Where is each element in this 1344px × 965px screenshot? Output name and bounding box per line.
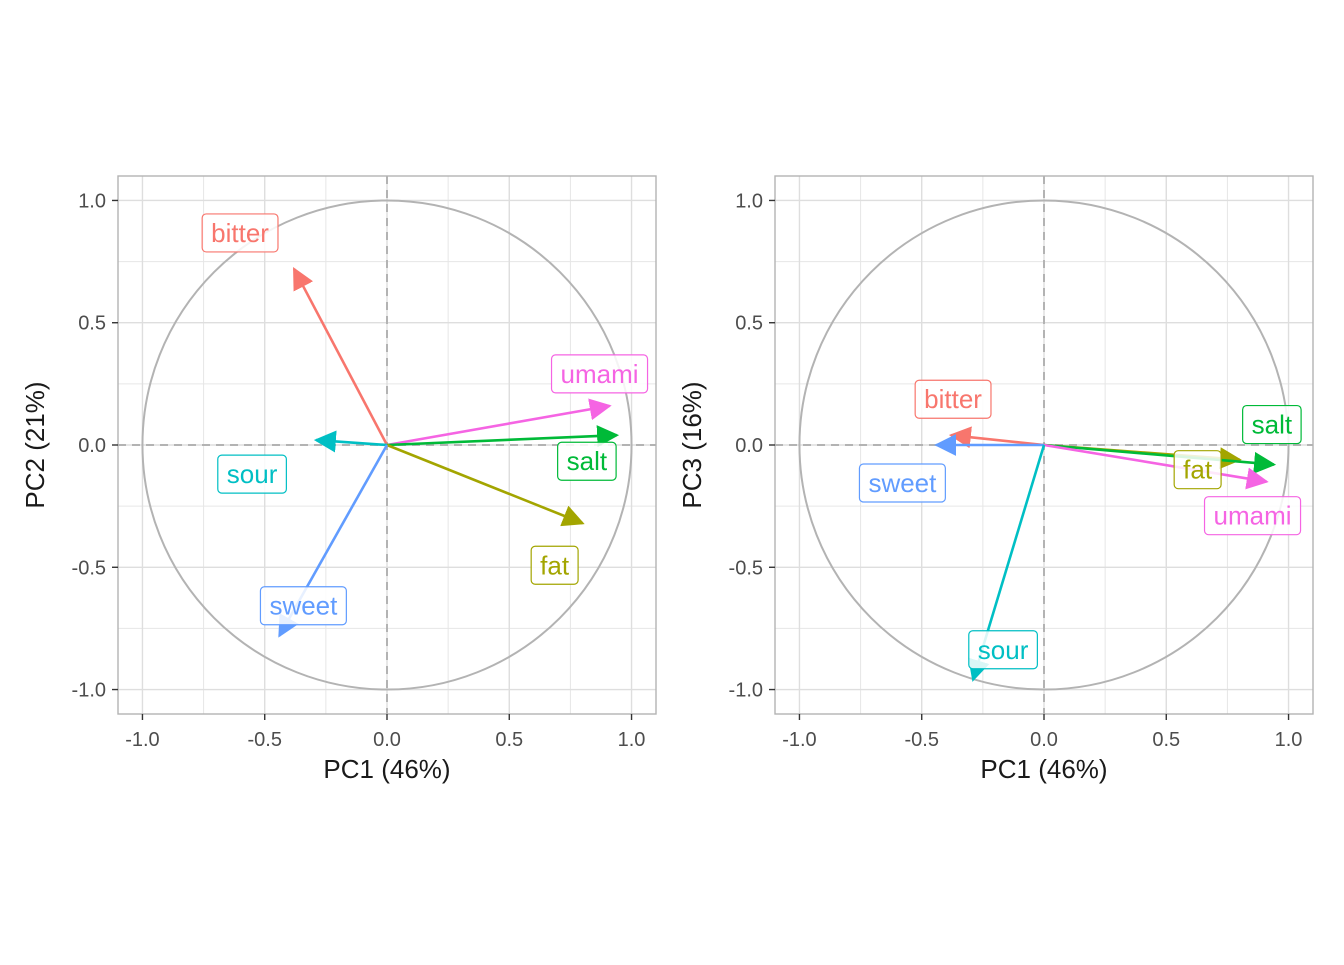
y-tick-label: 0.0 [78, 435, 106, 457]
label-text-salt: salt [567, 446, 608, 476]
y-tick-label: 0.0 [735, 435, 763, 457]
label-box [201, 213, 279, 253]
arrow-salt [1043, 443, 1277, 474]
label-text-sweet: sweet [868, 468, 937, 498]
correlation-circle [141, 199, 633, 691]
label-text-bitter: bitter [211, 218, 269, 248]
x-tick-label: 0.5 [1152, 729, 1180, 751]
label-box [1203, 496, 1302, 536]
x-tick-label: 0.5 [495, 729, 523, 751]
y-tick-label: -1.0 [729, 680, 763, 702]
arrow-umami [386, 398, 612, 447]
x-tick-label: -1.0 [125, 729, 159, 751]
label-text-umami: umami [1214, 501, 1292, 531]
arrow-bitter [292, 266, 389, 446]
y-axis-title: PC2 (21%) [20, 381, 50, 508]
label-box [557, 441, 617, 481]
label-sweet: sweet [858, 463, 946, 503]
y-tick-label: 0.5 [78, 313, 106, 335]
loading-arrows [278, 266, 620, 638]
x-axis-title: PC1 (46%) [980, 754, 1107, 784]
x-tick-label: -0.5 [247, 729, 281, 751]
label-box [530, 545, 579, 585]
label-text-bitter: bitter [924, 384, 982, 414]
panel-pc1-pc2: bitter umami salt sour fat sweet -1.0 -0.5 0.0 0… [20, 175, 657, 784]
x-tick-label: 1.0 [1275, 729, 1303, 751]
label-box [914, 379, 992, 419]
arrow-sour [313, 430, 388, 453]
label-text-fat: fat [1183, 455, 1213, 485]
label-text-salt: salt [1252, 410, 1293, 440]
y-tick-label: -0.5 [72, 557, 106, 579]
label-box [1173, 450, 1222, 490]
x-tick-label: 1.0 [618, 729, 646, 751]
axis-ticks: -1.0 -0.5 0.0 0.5 1.0 -1.0 -0.5 0.0 0.5 1.0 [72, 190, 646, 751]
x-tick-label: -1.0 [782, 729, 816, 751]
correlation-circle [798, 199, 1290, 691]
label-salt: salt [1242, 404, 1302, 445]
label-text-fat: fat [540, 550, 570, 580]
unit-circle [141, 199, 633, 691]
label-text-sweet: sweet [269, 591, 338, 621]
y-tick-label: 1.0 [735, 190, 763, 212]
x-axis-title: PC1 (46%) [323, 754, 450, 784]
label-text-sour: sour [227, 459, 278, 489]
arrow-salt [386, 425, 620, 448]
label-box [259, 586, 347, 626]
variable-labels: bitter sweet fat salt umami sour [858, 379, 1302, 670]
label-box [858, 463, 946, 503]
y-tick-label: -0.5 [729, 557, 763, 579]
label-fat: fat [530, 545, 579, 585]
arrow-umami [1043, 443, 1269, 490]
arrow-bitter [948, 426, 1045, 449]
label-bitter: bitter [201, 213, 279, 253]
label-text-sour: sour [978, 635, 1029, 665]
label-salt: salt [557, 441, 617, 481]
y-tick-label: 1.0 [78, 190, 106, 212]
y-tick-label: 0.5 [735, 313, 763, 335]
label-sour: sour [217, 454, 287, 494]
label-umami: umami [550, 354, 649, 394]
arrow-fat [386, 443, 585, 527]
y-tick-label: -1.0 [72, 680, 106, 702]
label-sour: sour [968, 630, 1038, 670]
x-tick-label: -0.5 [904, 729, 938, 751]
panel-pc1-pc3: bitter sweet fat salt umami sour -1.0 -0.5 0.0 0… [677, 175, 1314, 784]
label-box [968, 630, 1038, 670]
y-axis-title: PC3 (16%) [677, 381, 707, 508]
label-box [1242, 404, 1302, 445]
x-tick-label: 0.0 [1030, 729, 1058, 751]
label-sweet: sweet [259, 586, 347, 626]
label-box [217, 454, 287, 494]
label-umami: umami [1203, 496, 1302, 536]
x-tick-label: 0.0 [373, 729, 401, 751]
unit-circle [798, 199, 1290, 691]
variable-labels: bitter umami salt sour fat sweet [201, 213, 649, 626]
label-bitter: bitter [914, 379, 992, 419]
label-fat: fat [1173, 450, 1222, 490]
label-text-umami: umami [561, 359, 639, 389]
label-box [550, 354, 649, 394]
axis-ticks: -1.0 -0.5 0.0 0.5 1.0 -1.0 -0.5 0.0 0.5 1.0 [729, 190, 1303, 751]
